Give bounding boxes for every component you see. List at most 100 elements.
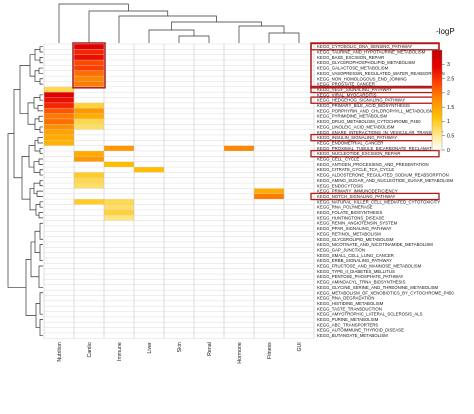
heatmap-cell-47-2 bbox=[104, 295, 134, 301]
heatmap-cell-49-8 bbox=[284, 306, 314, 312]
heatmap-cell-44-3 bbox=[134, 279, 164, 285]
heatmap-cell-47-8 bbox=[284, 295, 314, 301]
heatmap-cell-27-0 bbox=[44, 188, 74, 194]
heatmap-cell-8-1 bbox=[74, 86, 104, 93]
heatmap-cell-47-5 bbox=[194, 295, 224, 301]
heatmap-cell-16-3 bbox=[134, 129, 164, 135]
heatmap-cell-13-5 bbox=[194, 113, 224, 119]
row-label: KEGG_ANTIGEN_PROCESSING_AND_PRESENTATION bbox=[317, 162, 429, 167]
heatmap-cell-46-7 bbox=[254, 290, 284, 296]
row-label: KEGG_CYTOSOLIC_DNA_SENSING_PATHWAY bbox=[317, 44, 412, 49]
heatmap-cell-38-1 bbox=[74, 247, 104, 253]
colorbar-gradient bbox=[431, 49, 443, 151]
row-label: KEGG_GLYCINE_SERINE_AND_THREONINE_METABO… bbox=[317, 285, 439, 290]
colorbar-ticks: 3 2.5 2 1.5 1 0.5 0 bbox=[442, 62, 454, 154]
heatmap-cell-39-8 bbox=[284, 252, 314, 258]
heatmap-cell-33-7 bbox=[254, 220, 284, 226]
heatmap-cell-44-7 bbox=[254, 279, 284, 285]
heatmap-cell-8-2 bbox=[104, 86, 134, 93]
heatmap-cell-10-3 bbox=[134, 97, 164, 103]
heatmap-cell-31-3 bbox=[134, 209, 164, 216]
heatmap-cell-17-3 bbox=[134, 134, 164, 141]
heatmap-cell-31-2 bbox=[104, 209, 134, 216]
heatmap-cell-1-8 bbox=[284, 49, 314, 55]
row-label: KEGG_ALDOSTERONE_REGULATED_SODIUM_REABSO… bbox=[317, 173, 449, 178]
heatmap-cell-51-8 bbox=[284, 316, 314, 323]
heatmap-cell-30-8 bbox=[284, 204, 314, 210]
heatmap-cell-0-0 bbox=[44, 44, 74, 50]
colorbar-tick-label: 1 bbox=[447, 119, 450, 125]
heatmap-cell-53-1 bbox=[74, 327, 104, 333]
heatmap-cell-16-8 bbox=[284, 129, 314, 135]
heatmap-cell-16-4 bbox=[164, 129, 194, 135]
heatmap-cell-7-5 bbox=[194, 81, 224, 87]
heatmap-cell-24-2 bbox=[104, 172, 134, 178]
heatmap-cell-37-2 bbox=[104, 241, 134, 248]
row-label: KEGG_PPAR_SIGNALING_PATHWAY bbox=[317, 226, 392, 231]
heatmap-cell-22-8 bbox=[284, 161, 314, 168]
heatmap-cell-17-5 bbox=[194, 134, 224, 141]
row-label: KEGG_PURINE_METABOLISM bbox=[317, 317, 379, 322]
heatmap-cell-10-2 bbox=[104, 97, 134, 103]
heatmap-cell-46-5 bbox=[194, 290, 224, 296]
heatmap-cell-53-0 bbox=[44, 327, 74, 333]
heatmap-cell-1-7 bbox=[254, 49, 284, 55]
row-label: KEGG_ENDOMETRIAL_CANCER bbox=[317, 140, 383, 145]
column-label: Liver bbox=[147, 342, 153, 354]
heatmap-cell-41-0 bbox=[44, 263, 74, 269]
heatmap-cell-14-7 bbox=[254, 118, 284, 125]
heatmap-cell-14-5 bbox=[194, 118, 224, 125]
heatmap-cell-40-5 bbox=[194, 258, 224, 264]
heatmap-cell-7-3 bbox=[134, 81, 164, 87]
heatmap-cell-37-1 bbox=[74, 241, 104, 248]
heatmap-cell-0-3 bbox=[134, 44, 164, 50]
heatmap-cell-18-7 bbox=[254, 140, 284, 146]
row-label: KEGG_METABOLISM_OF_XENOBIOTICS_BY_CYTOCH… bbox=[317, 290, 454, 295]
heatmap-cell-32-6 bbox=[224, 215, 254, 221]
heatmap-cell-6-8 bbox=[284, 76, 314, 82]
heatmap-cell-24-5 bbox=[194, 172, 224, 178]
heatmap-cell-1-3 bbox=[134, 49, 164, 55]
heatmap-cell-14-4 bbox=[164, 118, 194, 125]
heatmap-cell-11-0 bbox=[44, 102, 74, 109]
heatmap-cell-36-6 bbox=[224, 236, 254, 242]
heatmap-cell-30-1 bbox=[74, 204, 104, 210]
row-dendro-branch bbox=[35, 303, 40, 328]
heatmap-cell-26-1 bbox=[74, 183, 104, 189]
heatmap-cell-13-7 bbox=[254, 113, 284, 119]
heatmap-cell-52-0 bbox=[44, 322, 74, 328]
column-label: Cardio bbox=[87, 342, 93, 357]
row-label: KEGG_HUNTINGTONS_DISEASE bbox=[317, 215, 384, 220]
heatmap-cell-42-4 bbox=[164, 268, 194, 275]
heatmap-cell-29-8 bbox=[284, 199, 314, 205]
heatmap-cell-8-5 bbox=[194, 86, 224, 93]
heatmap-cell-5-2 bbox=[104, 70, 134, 77]
heatmap-cell-36-0 bbox=[44, 236, 74, 242]
heatmap-cell-5-0 bbox=[44, 70, 74, 77]
heatmap-cell-22-5 bbox=[194, 161, 224, 168]
heatmap-cell-36-1 bbox=[74, 236, 104, 242]
heatmap-cell-50-1 bbox=[74, 311, 104, 317]
heatmap-cell-32-2 bbox=[104, 215, 134, 221]
heatmap-cell-5-6 bbox=[224, 70, 254, 77]
heatmap-cell-3-1 bbox=[74, 60, 104, 66]
heatmap-cell-38-7 bbox=[254, 247, 284, 253]
heatmap-cell-41-1 bbox=[74, 263, 104, 269]
heatmap-cell-15-8 bbox=[284, 124, 314, 130]
heatmap-cell-22-4 bbox=[164, 161, 194, 168]
heatmap-cell-8-4 bbox=[164, 86, 194, 93]
row-label: KEGG_NICOTINATE_AND_NICOTINAMIDE_METABOL… bbox=[317, 242, 433, 247]
heatmap-cell-51-7 bbox=[254, 316, 284, 323]
heatmap-cell-50-8 bbox=[284, 311, 314, 317]
heatmap-cell-42-3 bbox=[134, 268, 164, 275]
heatmap-cell-12-4 bbox=[164, 108, 194, 114]
heatmap-cell-17-0 bbox=[44, 134, 74, 141]
heatmap-cell-5-8 bbox=[284, 70, 314, 77]
heatmap-cell-5-3 bbox=[134, 70, 164, 77]
heatmap-cell-54-3 bbox=[134, 332, 164, 339]
row-label: KEGG_FRUCTOSE_AND_MANNOSE_METABOLISM bbox=[317, 264, 422, 269]
heatmap-cell-41-5 bbox=[194, 263, 224, 269]
row-dendrogram bbox=[7, 46, 43, 336]
heatmap-cell-27-3 bbox=[134, 188, 164, 194]
